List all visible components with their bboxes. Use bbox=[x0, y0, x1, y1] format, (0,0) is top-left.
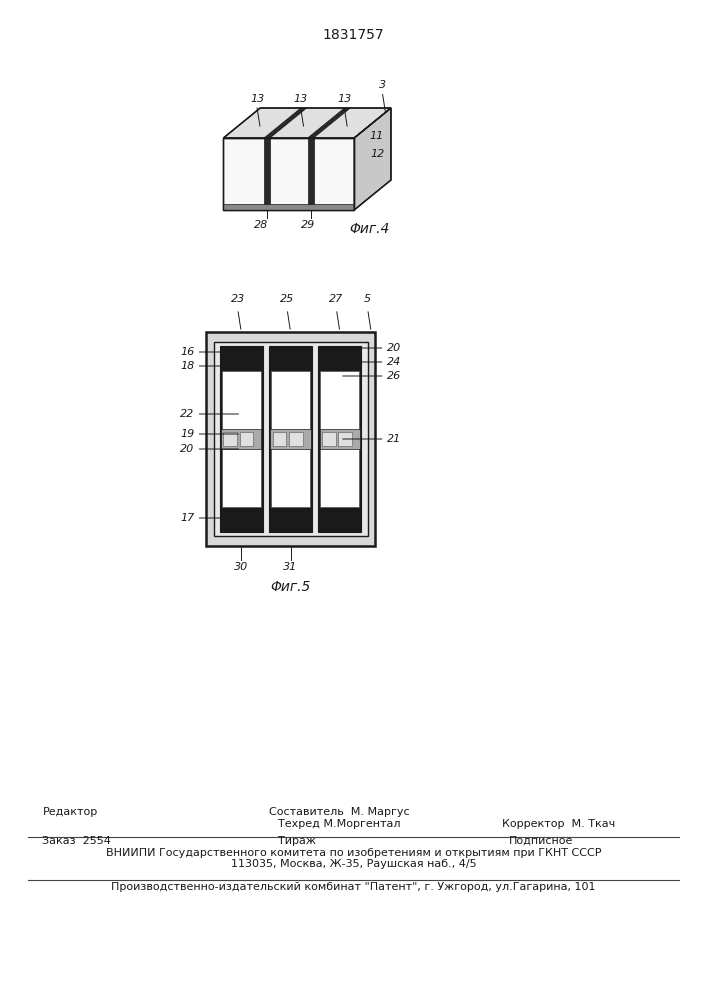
Text: Φиг.5: Φиг.5 bbox=[270, 580, 311, 594]
Text: 30: 30 bbox=[234, 562, 248, 572]
Text: 21: 21 bbox=[387, 434, 401, 444]
Text: 13: 13 bbox=[293, 94, 308, 104]
Bar bbox=[220, 346, 263, 532]
Text: 13: 13 bbox=[250, 94, 264, 104]
Bar bbox=[221, 429, 262, 449]
Text: 19: 19 bbox=[180, 429, 194, 439]
Text: 25: 25 bbox=[280, 294, 294, 304]
Text: 22: 22 bbox=[180, 409, 194, 419]
Bar bbox=[214, 342, 368, 536]
Polygon shape bbox=[308, 138, 313, 210]
Text: Производственно-издательский комбинат "Патент", г. Ужгород, ул.Гагарина, 101: Производственно-издательский комбинат "П… bbox=[111, 882, 596, 892]
Bar bbox=[320, 371, 359, 507]
Bar bbox=[322, 432, 336, 446]
Bar bbox=[270, 429, 311, 449]
Text: 5: 5 bbox=[364, 294, 371, 304]
Text: 17: 17 bbox=[180, 513, 194, 523]
Bar bbox=[339, 432, 352, 446]
Text: 113035, Москва, Ж-35, Раушская наб., 4/5: 113035, Москва, Ж-35, Раушская наб., 4/5 bbox=[230, 859, 477, 869]
Text: 26: 26 bbox=[387, 371, 401, 381]
Polygon shape bbox=[223, 108, 391, 138]
Text: 28: 28 bbox=[255, 220, 269, 230]
Text: 20: 20 bbox=[387, 343, 401, 353]
Text: 20: 20 bbox=[180, 444, 194, 454]
Bar bbox=[289, 432, 303, 446]
Polygon shape bbox=[308, 108, 350, 138]
Text: Техред М.Моргентал: Техред М.Моргентал bbox=[278, 819, 401, 829]
Text: Подписное: Подписное bbox=[509, 836, 573, 846]
Text: Φиг.4: Φиг.4 bbox=[349, 222, 390, 236]
Text: 18: 18 bbox=[180, 361, 194, 371]
Polygon shape bbox=[264, 138, 270, 210]
Text: ВНИИПИ Государственного комитета по изобретениям и открытиям при ГКНТ СССР: ВНИИПИ Государственного комитета по изоб… bbox=[106, 848, 601, 858]
Text: Составитель  М. Маргус: Составитель М. Маргус bbox=[269, 807, 409, 817]
Bar bbox=[240, 432, 254, 446]
Polygon shape bbox=[354, 108, 391, 210]
Text: Редактор: Редактор bbox=[42, 807, 98, 817]
Bar bbox=[222, 371, 261, 507]
Text: Корректор  М. Ткач: Корректор М. Ткач bbox=[502, 819, 615, 829]
Bar bbox=[206, 332, 375, 546]
Text: 16: 16 bbox=[180, 347, 194, 357]
Bar bbox=[223, 432, 237, 446]
Bar bbox=[320, 429, 360, 449]
Bar bbox=[269, 346, 312, 532]
Text: 29: 29 bbox=[300, 220, 315, 230]
Text: 24: 24 bbox=[387, 357, 401, 367]
Text: 23: 23 bbox=[230, 294, 245, 304]
Text: 1831757: 1831757 bbox=[322, 28, 385, 42]
Text: 27: 27 bbox=[329, 294, 344, 304]
Text: 13: 13 bbox=[337, 94, 351, 104]
Text: Тираж: Тираж bbox=[278, 836, 316, 846]
Text: Заказ  2554: Заказ 2554 bbox=[42, 836, 111, 846]
Text: 3: 3 bbox=[379, 81, 386, 91]
Text: 11: 11 bbox=[369, 131, 383, 141]
Polygon shape bbox=[223, 138, 354, 210]
Text: 12: 12 bbox=[370, 149, 385, 159]
Bar bbox=[271, 371, 310, 507]
Bar bbox=[272, 432, 286, 446]
Text: 31: 31 bbox=[284, 562, 298, 572]
Polygon shape bbox=[223, 204, 354, 210]
Polygon shape bbox=[264, 108, 307, 138]
Bar bbox=[318, 346, 361, 532]
